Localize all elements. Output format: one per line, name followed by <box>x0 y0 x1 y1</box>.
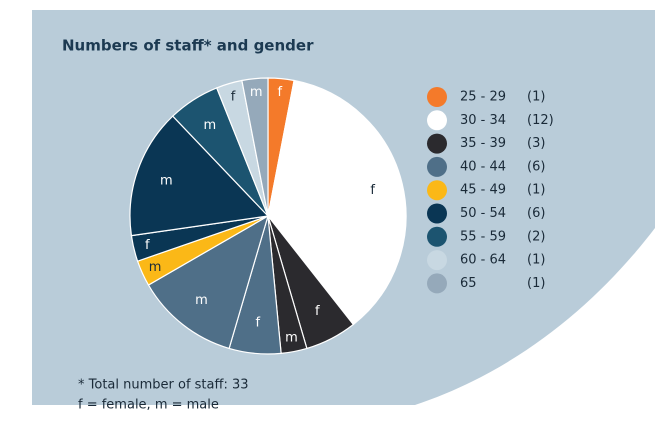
legend-count: (2) <box>527 229 545 244</box>
pie-slice <box>267 79 407 326</box>
legend-label: 50 - 54 <box>460 206 506 221</box>
pie-slice <box>129 115 270 237</box>
legend-swatch <box>427 273 447 294</box>
slice-label: m <box>160 173 173 188</box>
pie-slice <box>241 77 269 217</box>
legend-count: (3) <box>527 136 545 151</box>
slice-label: f <box>370 183 375 198</box>
legend-count: (1) <box>527 183 545 198</box>
slice-label: f <box>255 316 260 331</box>
legend-swatch <box>427 226 447 247</box>
legend-label: 35 - 39 <box>460 136 506 151</box>
pie-slice <box>147 214 269 350</box>
legend-label: 25 - 29 <box>460 90 506 105</box>
legend-count: (1) <box>527 276 545 291</box>
legend-label: 40 - 44 <box>460 159 506 174</box>
legend-swatch <box>427 250 447 271</box>
legend-count: (6) <box>527 159 545 174</box>
legend-swatch <box>427 133 447 154</box>
legend-label: 30 - 34 <box>460 113 506 128</box>
slice-label: m <box>195 293 208 308</box>
legend-label: 55 - 59 <box>460 229 506 244</box>
legend-swatch <box>427 180 447 201</box>
legend-swatch <box>427 156 447 177</box>
legend-label: 60 - 64 <box>460 253 506 268</box>
legend-count: (12) <box>527 113 554 128</box>
note: f = female, m = male <box>78 398 219 413</box>
note: * Total number of staff: 33 <box>78 378 249 393</box>
chart-title: Numbers of staff* and gender <box>62 37 314 55</box>
slice-label: f <box>278 85 283 100</box>
slice-label: f <box>315 304 320 319</box>
legend-count: (6) <box>527 206 545 221</box>
legend-label: 45 - 49 <box>460 183 506 198</box>
slice-label: m <box>203 118 216 133</box>
legend-swatch <box>427 87 447 107</box>
slice-label: m <box>250 85 263 100</box>
legend-label: 65 <box>460 276 477 291</box>
legend-count: (1) <box>527 253 545 268</box>
slice-label: f <box>231 89 236 104</box>
legend-swatch <box>427 203 447 224</box>
slice-label: m <box>285 330 298 345</box>
slice-label: f <box>145 238 150 253</box>
legend-count: (1) <box>527 90 545 105</box>
legend-swatch <box>427 110 447 131</box>
slice-label: m <box>149 260 162 275</box>
